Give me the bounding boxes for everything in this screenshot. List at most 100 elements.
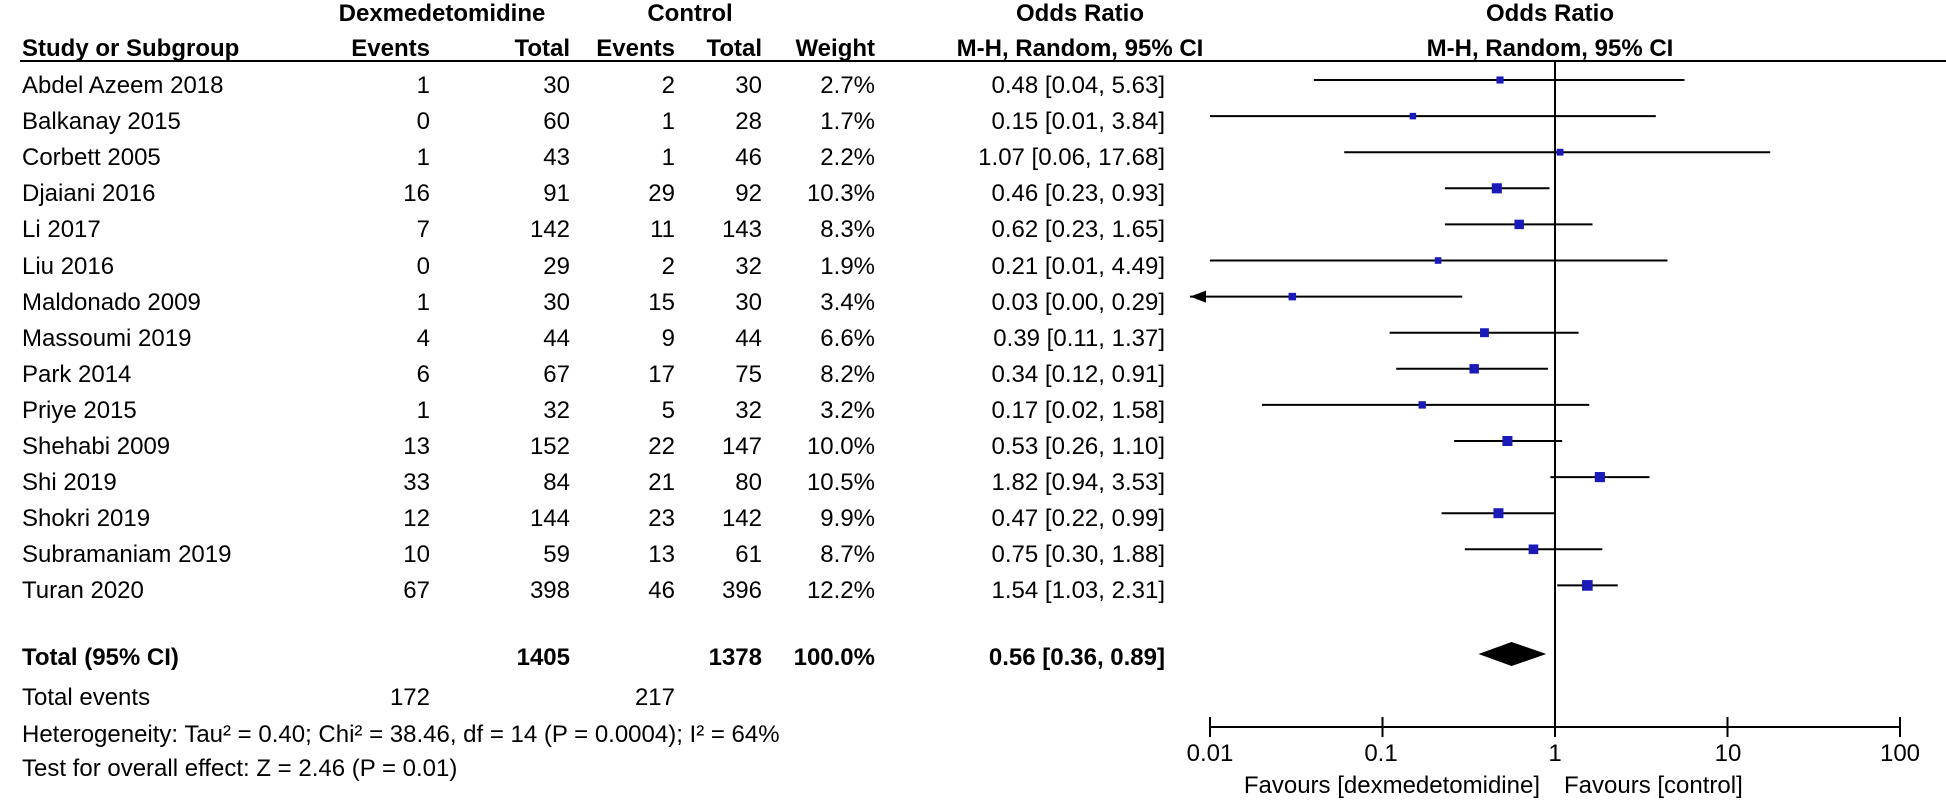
study-name: Corbett 2005 [22,144,161,172]
study-weight: 10.3% [806,180,875,208]
dex-events: 1 [416,72,430,99]
ctrl-total: 46 [735,144,762,172]
dex-total-column-header: Total [514,35,570,62]
study-name: Turan 2020 [22,577,144,605]
ctrl-total: 80 [735,469,762,497]
study-or-ci: 0.39 [0.11, 1.37] [993,324,1165,352]
ctrl-events: 5 [661,396,675,424]
axis-tick-label-0.01: 0.01 [1186,740,1234,767]
dex-events: 1 [416,144,430,172]
ctrl-events: 21 [648,469,675,497]
total-weight: 100.0% [793,644,875,671]
dex-total: 60 [543,108,570,136]
study-name: Subramaniam 2019 [22,541,232,569]
study-weight: 10.0% [806,433,875,460]
study-weight: 8.3% [820,216,875,244]
study-weight: 9.9% [820,505,875,533]
study-or-ci: 0.62 [0.23, 1.65] [991,216,1165,244]
ctrl-total: 147 [721,433,762,460]
dex-total: 32 [543,396,570,424]
study-weight: 8.2% [820,360,875,388]
study-name: Li 2017 [22,216,101,244]
study-name: Shehabi 2009 [22,433,171,460]
study-point [1491,183,1502,194]
ctrl-events: 29 [648,180,675,208]
study-point [1582,580,1593,591]
study-or-ci: 0.53 [0.26, 1.10] [991,433,1165,460]
ctrl-total-column-header: Total [706,35,762,62]
study-column-header: Study or Subgroup [22,35,240,62]
study-or-ci: 0.75 [0.30, 1.88] [991,541,1165,569]
total-dex-total: 1405 [516,644,570,671]
study-or-ci: 1.54 [1.03, 2.31] [991,577,1165,605]
study-or-ci: 0.17 [0.02, 1.58] [991,396,1165,424]
ctrl-total: 396 [721,577,762,605]
dex-events: 4 [416,324,430,352]
ctrl-events: 17 [648,360,675,388]
or-table-column-header: M-H, Random, 95% CI [956,35,1204,62]
axis-tick-label-1: 1 [1548,740,1562,767]
study-weight: 10.5% [806,469,875,497]
ctrl-events: 23 [648,505,675,533]
dex-total: 44 [543,324,570,352]
ctrl-events: 15 [648,288,675,316]
ctrl-events: 11 [650,216,675,244]
dex-events: 13 [403,433,430,460]
dex-group-header: Dexmedetomidine [338,0,546,27]
study-point [1556,148,1564,156]
ctrl-total: 142 [721,505,762,533]
total-events-label: Total events [22,684,151,711]
study-name: Liu 2016 [22,252,115,280]
study-or-ci: 0.46 [0.23, 0.93] [991,180,1165,208]
ctrl-events: 9 [661,324,675,352]
ctrl-events: 1 [661,108,675,136]
study-name: Balkanay 2015 [22,108,181,136]
study-point [1514,219,1524,230]
dex-total: 29 [543,252,570,280]
total-events-dex: 172 [389,684,430,711]
total-ctrl-total: 1378 [708,644,762,671]
study-point [1594,472,1605,483]
study-weight: 3.4% [820,288,875,316]
ctrl-total: 143 [721,216,762,244]
ctrl-total: 30 [735,288,762,316]
ctrl-events: 46 [648,577,675,605]
study-point [1409,112,1417,120]
heterogeneity-text: Heterogeneity: Tau² = 0.40; Chi² = 38.46… [22,721,780,748]
study-point [1480,328,1489,338]
study-or-ci: 1.07 [0.06, 17.68] [978,144,1165,172]
axis-tick-label-100: 100 [1879,740,1921,767]
study-point [1469,364,1479,374]
ctrl-total: 75 [735,360,762,388]
overall-effect-text: Test for overall effect: Z = 2.46 (P = 0… [22,755,458,782]
ctrl-total: 32 [735,396,762,424]
study-point [1418,401,1426,409]
ctrl-events: 13 [648,541,675,569]
study-weight: 1.9% [820,252,875,280]
study-weight: 12.2% [806,577,875,605]
ctrl-total: 30 [735,72,762,99]
dex-events: 10 [403,541,430,569]
dex-total: 59 [543,541,570,569]
dex-events: 33 [403,469,430,497]
study-weight: 2.7% [820,72,875,99]
dex-total: 91 [543,180,570,208]
study-or-ci: 0.34 [0.12, 0.91] [991,360,1165,388]
study-point [1288,292,1297,301]
or-plot-column-header: M-H, Random, 95% CI [1426,35,1674,62]
study-point [1496,76,1504,84]
study-or-ci: 0.47 [0.22, 0.99] [991,505,1165,533]
study-or-ci: 0.15 [0.01, 3.84] [991,108,1165,136]
study-name: Massoumi 2019 [22,324,192,352]
study-name: Shi 2019 [22,469,117,497]
study-name: Maldonado 2009 [22,288,201,316]
study-name: Djaiani 2016 [22,180,156,208]
weight-column-header: Weight [795,35,875,62]
dex-events: 7 [416,216,430,244]
dex-events: 0 [416,252,430,280]
study-point [1493,508,1504,519]
study-point [1528,544,1539,555]
dex-events: 0 [416,108,430,136]
dex-total: 67 [543,360,570,388]
